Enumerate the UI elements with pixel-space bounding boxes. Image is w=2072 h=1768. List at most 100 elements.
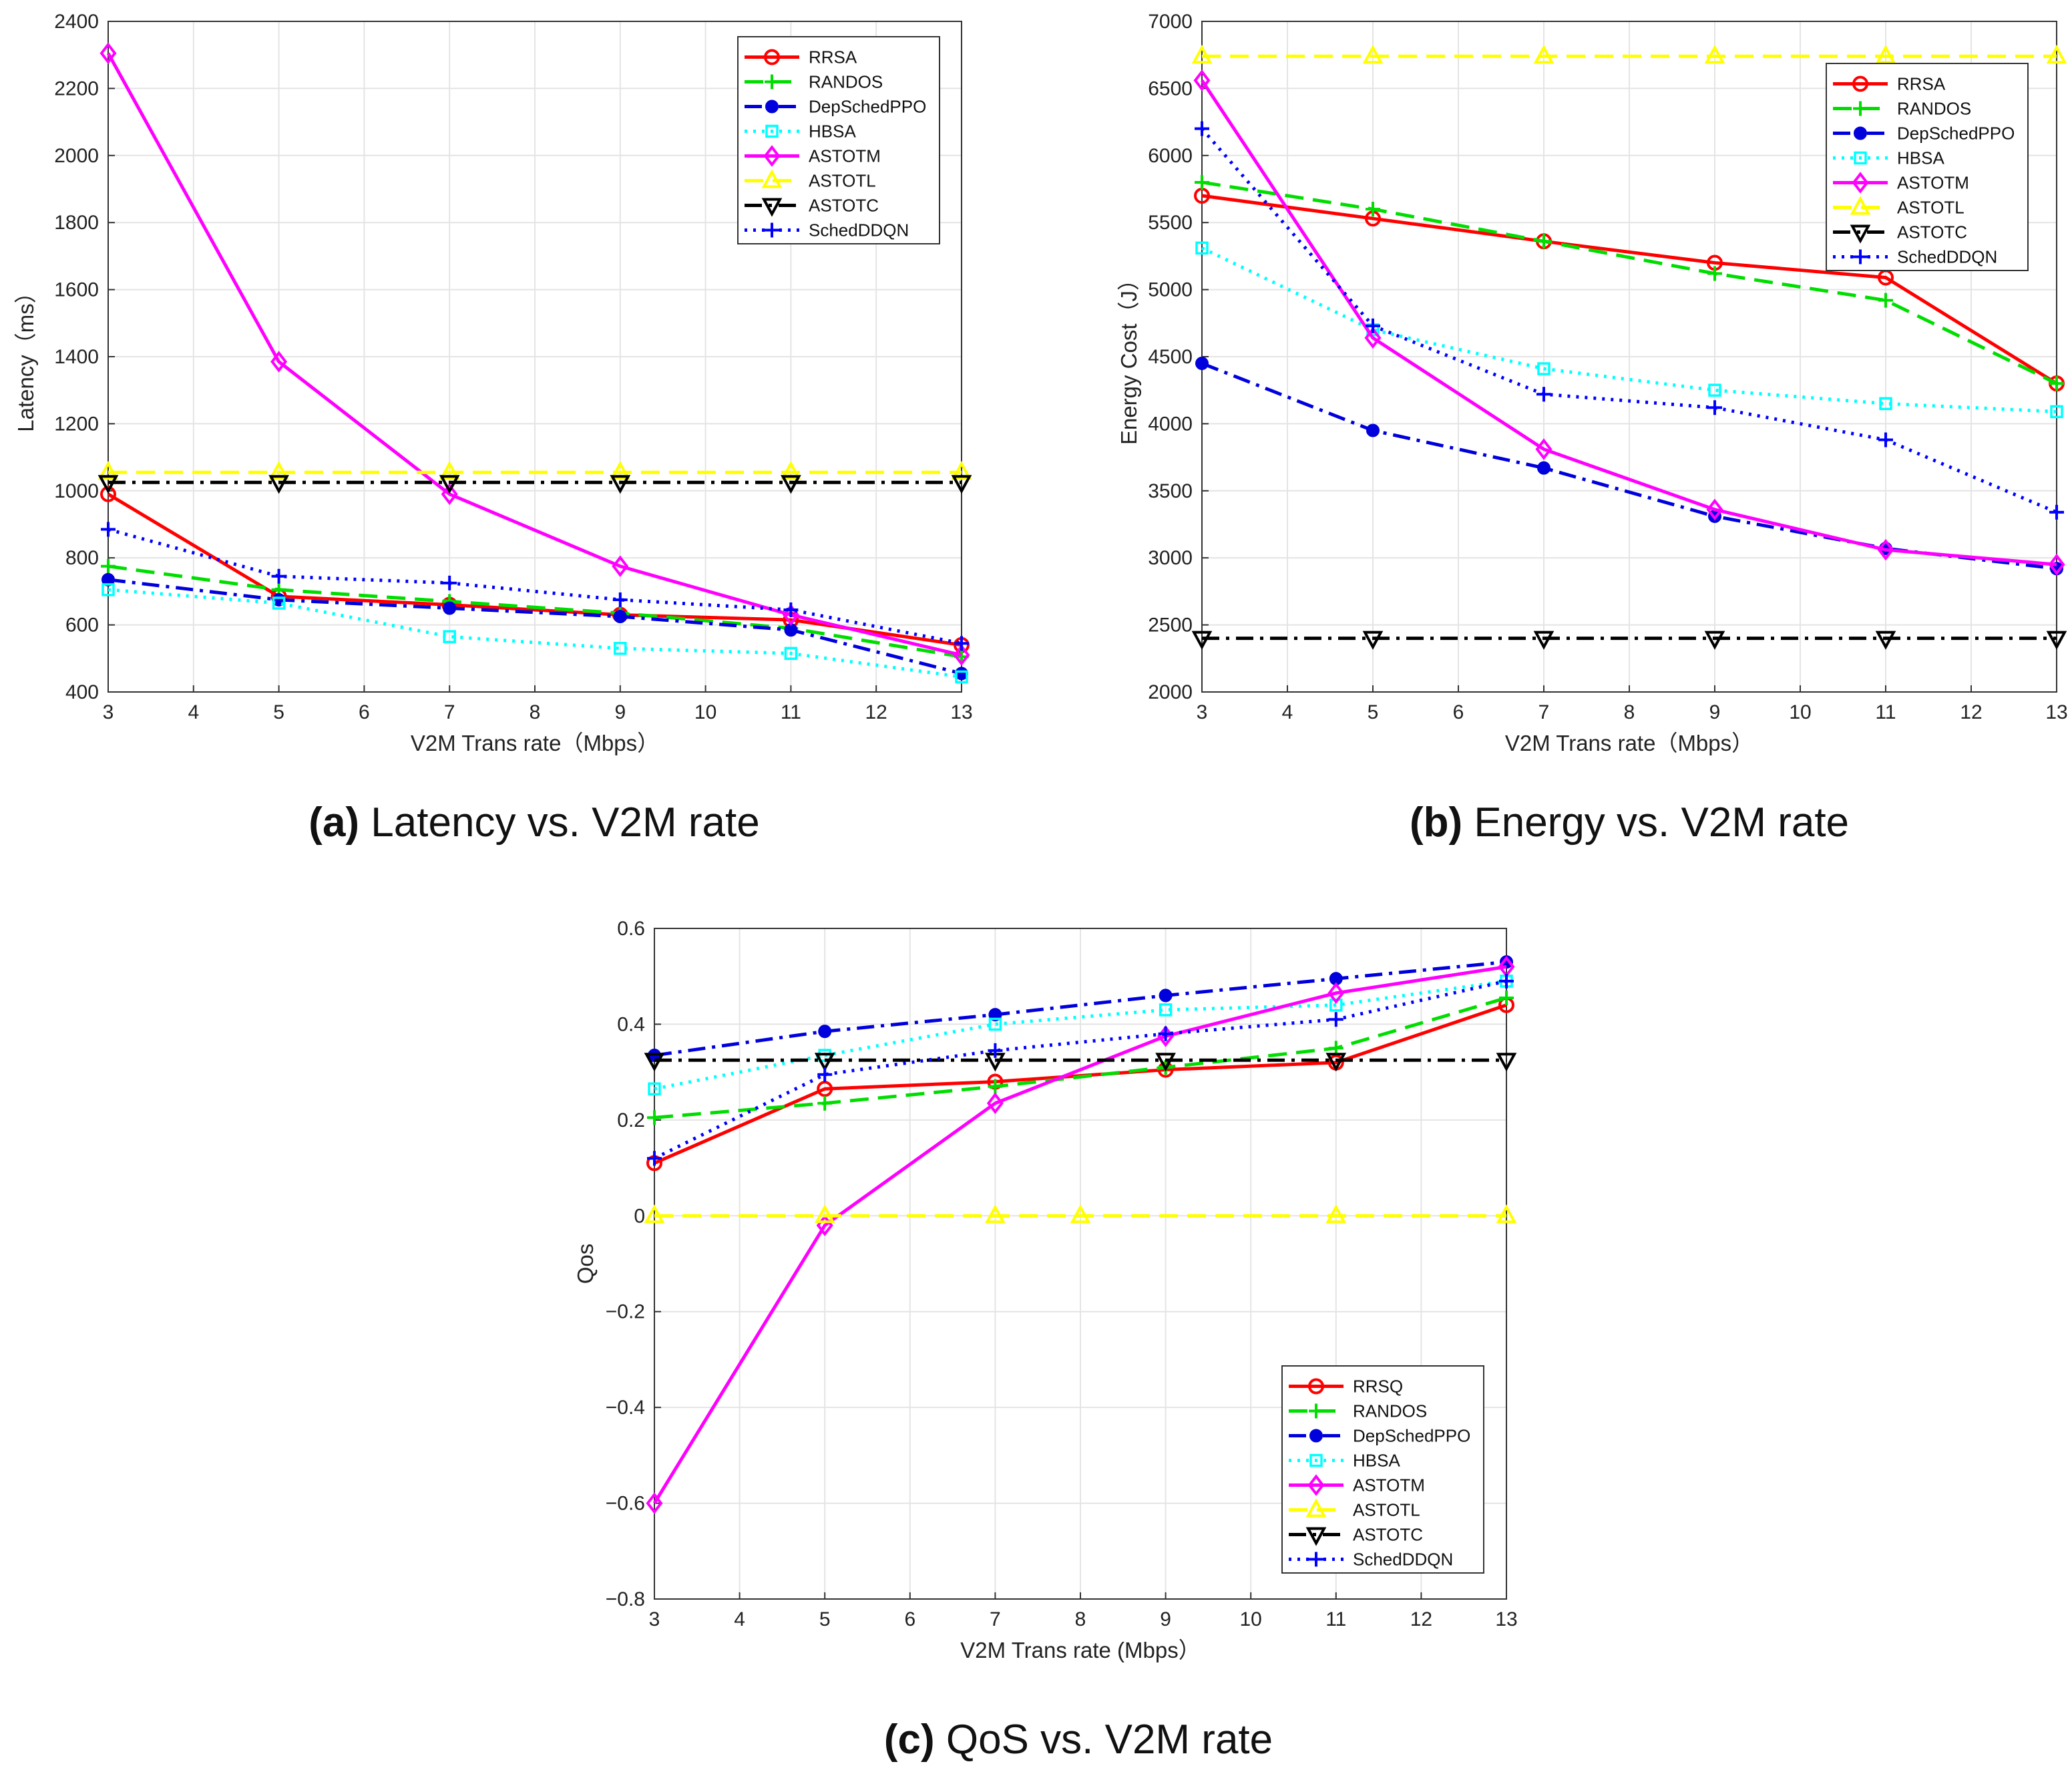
data-point xyxy=(1535,438,1552,460)
caption-text: Energy vs. V2M rate xyxy=(1462,800,1849,846)
x-tick-label: 9 xyxy=(614,701,626,723)
legend-marker xyxy=(1308,1378,1324,1395)
x-tick-label: 4 xyxy=(1282,701,1293,723)
legend-item: DepSchedPPO xyxy=(1833,124,2015,144)
figure-caption: (b) Energy vs. V2M rate xyxy=(1410,800,1849,846)
legend-label: ASTOTC xyxy=(1897,222,1967,242)
data-point xyxy=(1327,982,1345,1005)
series-SchedDDQN xyxy=(1195,121,2064,520)
data-point xyxy=(1195,357,1209,371)
y-tick-label: 5500 xyxy=(1148,212,1193,234)
chart-latency: 3 4 5 6 7 8 9 10 11 12 13 400 600 800 1000 1200 1400 1600… xyxy=(13,11,973,846)
ticks: 3 4 5 6 7 8 9 10 11 12 13 2000 2500 3000 3500 4000 4500 5… xyxy=(1148,11,2067,723)
x-tick-label: 12 xyxy=(865,701,887,723)
legend-label: ASTOTL xyxy=(1353,1500,1420,1520)
figure-caption: (c) QoS vs. V2M rate xyxy=(884,1717,1273,1763)
data-point xyxy=(610,461,631,480)
data-point xyxy=(100,486,116,502)
data-point xyxy=(99,42,117,64)
data-point xyxy=(441,483,458,506)
y-tick-label: 6000 xyxy=(1148,145,1193,167)
legend-item: ASTOTC xyxy=(1833,222,1967,244)
data-point xyxy=(612,592,628,607)
legend-item: RANDOS xyxy=(1833,99,1971,119)
series-line xyxy=(106,52,962,657)
x-tick-label: 8 xyxy=(1624,701,1635,723)
legend: RRSA RANDOS DepSchedPPO HBSA ASTOTM ASTOTL AST… xyxy=(1826,63,2029,271)
data-point xyxy=(2048,553,2065,576)
series-SchedDDQN xyxy=(647,973,1514,1166)
y-tick-label: 1200 xyxy=(54,413,99,435)
data-point xyxy=(272,596,286,610)
data-point xyxy=(985,1204,1006,1224)
series-group xyxy=(97,42,972,684)
data-point xyxy=(817,1067,833,1082)
data-point xyxy=(1536,387,1551,402)
x-tick-label: 8 xyxy=(530,701,541,723)
x-tick-label: 5 xyxy=(273,701,284,723)
legend-label: ASTOTL xyxy=(809,171,876,191)
caption-key: (a) xyxy=(308,800,359,846)
legend-marker xyxy=(1309,1453,1323,1467)
data-point xyxy=(268,475,289,494)
x-tick-label: 12 xyxy=(1410,1608,1432,1630)
x-tick-label: 13 xyxy=(2045,701,2067,723)
data-point xyxy=(442,575,457,590)
data-point xyxy=(781,461,801,480)
caption-key: (c) xyxy=(884,1717,935,1763)
data-point xyxy=(1159,989,1173,1003)
legend-marker xyxy=(765,124,779,138)
data-point xyxy=(781,475,801,494)
caption-text: QoS vs. V2M rate xyxy=(935,1717,1273,1763)
series-group xyxy=(644,955,1517,1514)
data-point xyxy=(988,1017,1002,1031)
series-line xyxy=(1201,180,2058,385)
x-tick-label: 11 xyxy=(781,701,801,723)
legend-marker xyxy=(1850,224,1871,244)
data-point xyxy=(954,636,969,651)
series-HBSA xyxy=(101,583,968,684)
data-point xyxy=(1533,45,1555,64)
series-ASTOTC xyxy=(1191,631,2067,650)
legend-label: RANDOS xyxy=(1897,99,1971,119)
data-point xyxy=(814,1053,835,1072)
legend-label: ASTOTC xyxy=(809,196,879,216)
x-tick-label: 11 xyxy=(1875,701,1896,723)
legend-marker xyxy=(1307,1474,1325,1496)
data-point xyxy=(1191,45,1213,64)
legend-label: HBSA xyxy=(809,122,856,142)
legend-item: RRSQ xyxy=(1289,1377,1403,1397)
legend-label: ASTOTM xyxy=(1897,173,1969,193)
legend-item: ASTOTC xyxy=(745,196,879,217)
data-point xyxy=(1878,432,1893,448)
legend-label: RRSA xyxy=(1897,74,1946,94)
data-point xyxy=(1155,1053,1176,1072)
data-point xyxy=(1708,383,1721,397)
data-point xyxy=(1877,538,1894,561)
legend-item: ASTOTL xyxy=(1833,196,1964,218)
x-tick-label: 3 xyxy=(649,1608,660,1630)
legend-label: HBSA xyxy=(1897,148,1944,168)
legend-marker xyxy=(764,49,780,65)
data-point xyxy=(1707,266,1722,281)
y-tick-label: 4000 xyxy=(1148,413,1193,435)
legend-marker xyxy=(763,145,781,167)
legend-item: ASTOTM xyxy=(745,145,881,167)
y-tick-label: −0.4 xyxy=(606,1397,645,1419)
data-point xyxy=(1158,1026,1173,1041)
series-ASTOTL xyxy=(97,461,972,480)
legend-label: RRSA xyxy=(809,47,857,67)
legend-item: ASTOTL xyxy=(745,169,876,191)
chart-qos: 3 4 5 6 7 8 9 10 11 12 13 −0.8 −0.6 −0.4 −0.2 0 0.2 0.4 0.… xyxy=(573,918,1518,1763)
data-point xyxy=(1706,498,1723,521)
legend-item: RANDOS xyxy=(1289,1401,1427,1421)
legend-label: RANDOS xyxy=(1353,1401,1427,1421)
y-tick-label: 3500 xyxy=(1148,480,1193,502)
data-point xyxy=(101,583,115,596)
data-point xyxy=(1070,1204,1091,1224)
series-ASTOTL xyxy=(644,1204,1517,1224)
legend-marker xyxy=(765,222,779,238)
data-point xyxy=(270,351,288,373)
ticks: 3 4 5 6 7 8 9 10 11 12 13 −0.8 −0.6 −0.4 −0.2 0 0.2 0.4 0.… xyxy=(606,918,1518,1630)
